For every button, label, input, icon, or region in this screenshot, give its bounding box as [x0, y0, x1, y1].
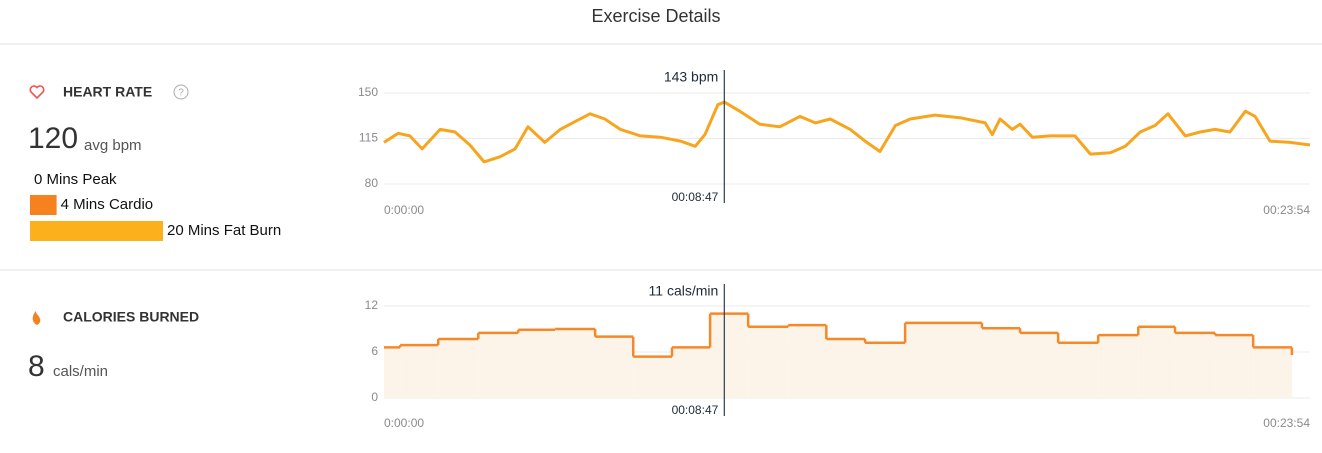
- section-label: CALORIES BURNED: [63, 309, 199, 325]
- x-tick-label: 0:00:00: [384, 203, 424, 217]
- area-step: [1020, 332, 1059, 398]
- area-step: [438, 338, 479, 398]
- y-tick-label: 150: [358, 85, 378, 99]
- cursor-value: 11 cals/min: [649, 283, 719, 299]
- area-step: [633, 356, 673, 398]
- zone-bar: [30, 221, 163, 241]
- heart-rate-line: [383, 100, 1311, 164]
- area-step: [710, 313, 749, 398]
- area-step: [1215, 335, 1254, 398]
- area-step: [981, 328, 1021, 398]
- cursor-time: 00:08:47: [672, 403, 719, 417]
- y-tick-label: 12: [365, 298, 379, 312]
- x-tick-label: 00:23:54: [1263, 416, 1310, 430]
- avg-unit: avg bpm: [84, 137, 142, 154]
- area-step: [748, 326, 789, 398]
- area-step: [788, 325, 827, 398]
- area-step: [1098, 335, 1139, 398]
- area-step: [1253, 347, 1292, 398]
- y-tick-label: 80: [365, 176, 379, 190]
- flame-icon: [32, 311, 41, 325]
- y-tick-label: 0: [371, 390, 378, 404]
- area-step: [865, 342, 906, 398]
- avg-unit: cals/min: [53, 363, 108, 380]
- x-tick-label: 00:23:54: [1263, 203, 1310, 217]
- zone-label: 0 Mins Peak: [34, 171, 117, 188]
- heart-icon: [29, 85, 45, 100]
- avg-value: 8: [28, 350, 45, 383]
- area-step: [518, 329, 556, 398]
- area-step: [826, 338, 866, 398]
- area-step: [1058, 342, 1099, 398]
- y-tick-label: 115: [359, 131, 378, 145]
- area-step: [400, 345, 439, 398]
- avg-value: 120: [28, 122, 78, 155]
- help-icon-mark: ?: [178, 88, 184, 99]
- area-step: [1175, 332, 1216, 398]
- x-tick-label: 0:00:00: [384, 416, 424, 430]
- zone-label: 4 Mins Cardio: [61, 196, 154, 213]
- area-step: [478, 332, 519, 398]
- area-step: [1138, 326, 1176, 398]
- zone-label: 20 Mins Fat Burn: [167, 222, 281, 239]
- area-step: [555, 329, 596, 398]
- page-title: Exercise Details: [591, 6, 720, 26]
- section-label: HEART RATE: [63, 84, 152, 100]
- area-step: [905, 322, 982, 398]
- zone-bar: [30, 195, 57, 215]
- help-icon[interactable]: [173, 84, 189, 100]
- area-step: [672, 347, 711, 398]
- area-step: [384, 347, 401, 398]
- area-step: [595, 336, 634, 398]
- cursor-time: 00:08:47: [672, 190, 719, 204]
- cursor-value: 143 bpm: [664, 69, 718, 85]
- y-tick-label: 6: [371, 344, 378, 358]
